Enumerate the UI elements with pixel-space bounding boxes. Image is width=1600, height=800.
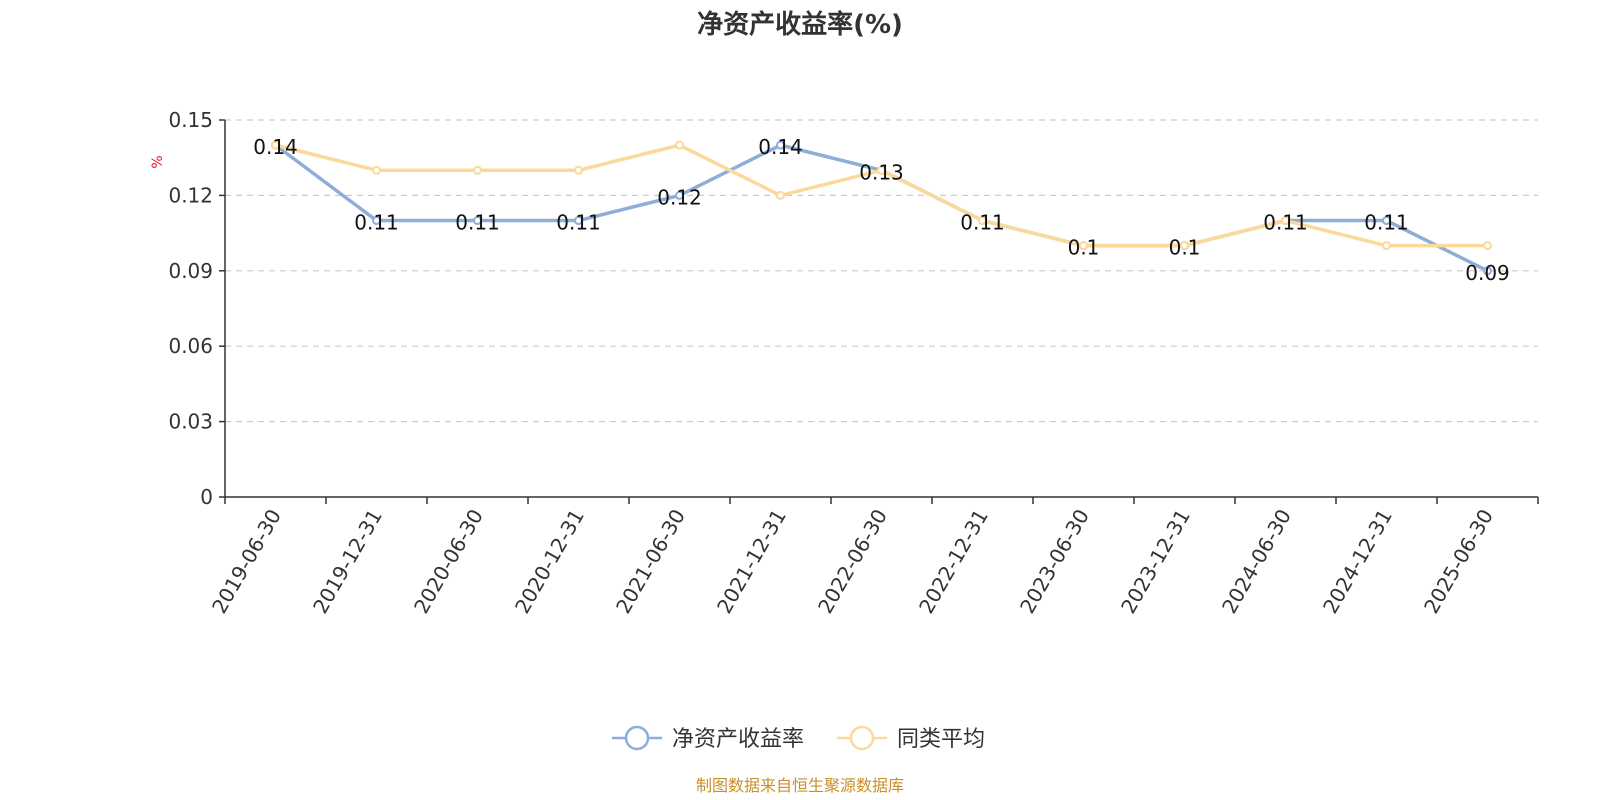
legend-label: 净资产收益率 <box>672 727 804 752</box>
data-label: 0.1 <box>1169 236 1201 260</box>
series-point-1[interactable] <box>372 165 381 175</box>
x-tick-label: 2021-06-30 <box>611 505 690 618</box>
data-label: 0.1 <box>1068 236 1100 260</box>
series-point-1[interactable] <box>1483 241 1492 251</box>
series-point-1[interactable] <box>877 165 886 175</box>
series-point-1[interactable] <box>1180 241 1189 251</box>
x-tick-label: 2023-06-30 <box>1015 505 1094 618</box>
series-point-0[interactable] <box>473 216 482 226</box>
x-tick-label: 2020-06-30 <box>409 505 488 618</box>
axes <box>224 120 1538 498</box>
gridlines <box>225 119 1538 423</box>
x-axis-ticks: 2019-06-30 2019-12-31 2020-06-30 2020-12-31… <box>207 497 1539 618</box>
series-point-0[interactable] <box>1382 216 1391 226</box>
legend-marker <box>849 725 875 751</box>
data-labels: 0.14 0.11 0.11 0.11 0.12 0.14 0.13 0.11 0.1 0.1 0.… <box>253 135 1510 285</box>
series-point-0[interactable] <box>776 140 785 150</box>
series-point-0[interactable] <box>675 190 684 200</box>
x-tick-label: 2019-06-30 <box>207 505 286 618</box>
y-tick-label: 0.06 <box>168 334 213 358</box>
x-tick-label: 2024-12-31 <box>1318 505 1397 618</box>
chart-title: 净资产收益率(%) <box>697 9 903 40</box>
data-label: 0.12 <box>657 185 702 209</box>
y-tick-label: 0.09 <box>168 259 213 283</box>
series-point-1[interactable] <box>1281 216 1290 226</box>
series-point-1[interactable] <box>271 140 280 150</box>
series-point-1[interactable] <box>1382 241 1391 251</box>
series-group <box>271 140 1492 276</box>
y-axis-ticks: 0 0.03 0.06 0.09 0.12 0.15 <box>168 108 225 509</box>
data-label: 0.14 <box>758 135 803 159</box>
source-note: 制图数据来自恒生聚源数据库 <box>696 776 904 795</box>
series-point-1[interactable] <box>574 165 583 175</box>
legend-marker <box>624 725 650 751</box>
series-point-0[interactable] <box>372 216 381 226</box>
x-tick-label: 2022-06-30 <box>813 505 892 618</box>
series-point-1[interactable] <box>1079 241 1088 251</box>
series-point-0[interactable] <box>1483 266 1492 276</box>
data-label: 0.14 <box>253 135 298 159</box>
x-tick-label: 2024-06-30 <box>1217 505 1296 618</box>
series-point-1[interactable] <box>675 140 684 150</box>
legend-item-0[interactable]: 净资产收益率 <box>612 725 804 752</box>
data-label: 0.11 <box>354 211 399 235</box>
data-label: 0.11 <box>1364 211 1409 235</box>
y-tick-label: 0.12 <box>168 183 213 207</box>
data-label: 0.11 <box>1263 211 1308 235</box>
x-tick-label: 2023-12-31 <box>1116 505 1195 618</box>
legend-label: 同类平均 <box>897 727 985 752</box>
y-tick-label: 0.15 <box>168 108 213 132</box>
data-label: 0.11 <box>556 211 601 235</box>
series-point-1[interactable] <box>776 190 785 200</box>
data-label: 0.13 <box>859 160 904 184</box>
data-label: 0.11 <box>960 211 1005 235</box>
series-point-0[interactable] <box>574 216 583 226</box>
series-point-1[interactable] <box>473 165 482 175</box>
data-label: 0.09 <box>1465 261 1510 285</box>
x-tick-label: 2019-12-31 <box>308 505 387 618</box>
y-tick-label: 0.03 <box>168 410 213 434</box>
y-tick-label: 0 <box>200 485 213 509</box>
series-point-1[interactable] <box>978 216 987 226</box>
x-tick-label: 2022-12-31 <box>914 505 993 618</box>
legend-item-1[interactable]: 同类平均 <box>837 725 985 752</box>
x-tick-label: 2020-12-31 <box>510 505 589 618</box>
x-tick-label: 2025-06-30 <box>1419 505 1498 618</box>
legend[interactable]: 净资产收益率 同类平均 <box>612 725 985 752</box>
y-axis-label: % <box>150 155 166 168</box>
x-tick-label: 2021-12-31 <box>712 505 791 618</box>
data-label: 0.11 <box>455 211 500 235</box>
